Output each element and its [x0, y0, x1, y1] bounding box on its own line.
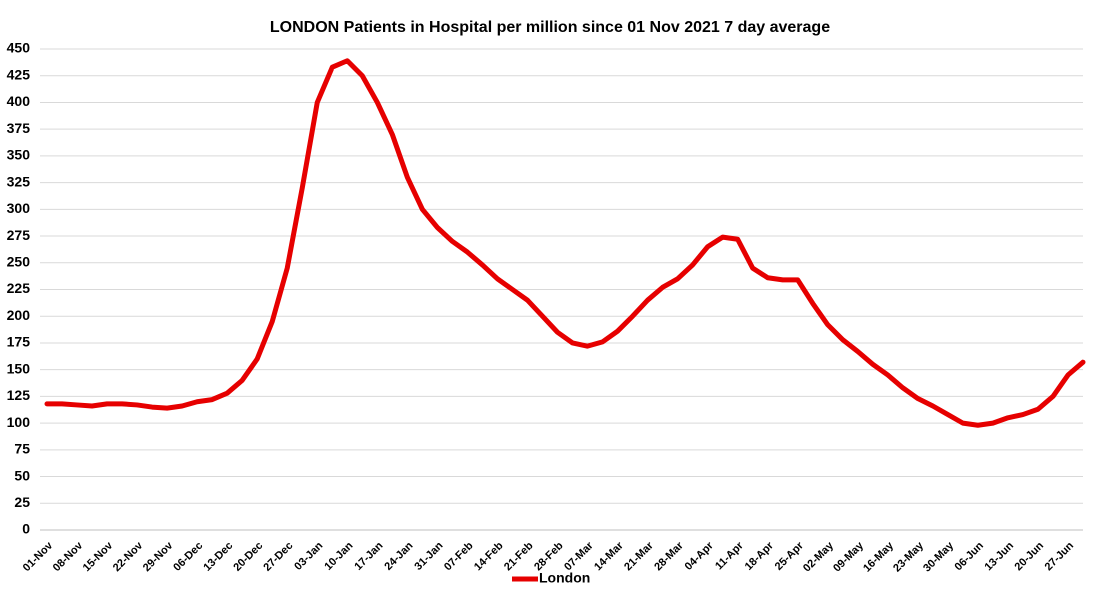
x-tick-label: 16-May	[861, 539, 896, 574]
y-tick-label: 150	[7, 360, 31, 376]
x-tick-label: 27-Jun	[1043, 540, 1077, 574]
y-tick-label: 0	[22, 521, 30, 537]
x-tick-label: 14-Feb	[472, 540, 506, 574]
x-tick-label: 09-May	[831, 539, 866, 574]
x-tick-label: 22-Nov	[111, 539, 146, 574]
y-tick-label: 75	[14, 441, 30, 457]
x-tick-label: 21-Mar	[622, 539, 656, 573]
x-tick-label: 27-Dec	[261, 540, 295, 574]
y-tick-label: 125	[7, 387, 31, 403]
y-tick-label: 200	[7, 307, 31, 323]
x-tick-label: 29-Nov	[141, 539, 176, 574]
y-tick-label: 400	[7, 93, 31, 109]
x-tick-label: 25-Apr	[773, 539, 807, 573]
y-tick-label: 175	[7, 334, 31, 350]
x-tick-label: 06-Jun	[953, 540, 987, 574]
y-tick-label: 300	[7, 200, 31, 216]
x-tick-label: 07-Mar	[562, 539, 596, 573]
x-tick-label: 07-Feb	[442, 540, 476, 574]
x-tick-label: 20-Jun	[1013, 540, 1047, 574]
y-tick-label: 50	[14, 467, 30, 483]
y-tick-label: 25	[14, 494, 30, 510]
x-tick-label: 18-Apr	[743, 539, 777, 573]
x-tick-label: 08-Nov	[51, 539, 86, 574]
y-tick-label: 100	[7, 414, 31, 430]
y-tick-label: 450	[7, 40, 31, 56]
y-tick-label: 425	[7, 66, 31, 82]
x-tick-label: 14-Mar	[592, 539, 626, 573]
x-tick-label: 28-Mar	[652, 539, 686, 573]
x-tick-label: 13-Jun	[983, 540, 1017, 574]
x-tick-label: 30-May	[921, 539, 956, 574]
y-tick-label: 325	[7, 173, 31, 189]
x-tick-label: 20-Dec	[231, 540, 265, 574]
x-tick-label: 13-Dec	[201, 540, 235, 574]
y-tick-label: 350	[7, 147, 31, 163]
chart-title: LONDON Patients in Hospital per million …	[270, 19, 830, 36]
x-tick-label: 02-May	[801, 539, 836, 574]
x-tick-label: 31-Jan	[412, 539, 445, 572]
x-tick-label: 21-Feb	[502, 540, 536, 574]
legend-label: London	[539, 570, 590, 586]
x-tick-label: 24-Jan	[382, 539, 415, 572]
y-tick-label: 375	[7, 120, 31, 136]
y-tick-label: 275	[7, 227, 31, 243]
x-tick-label: 28-Feb	[532, 540, 566, 574]
x-tick-label: 06-Dec	[171, 540, 205, 574]
x-tick-label: 15-Nov	[81, 539, 116, 574]
x-tick-label: 04-Apr	[683, 539, 717, 573]
x-tick-label: 01-Nov	[21, 539, 56, 574]
y-tick-label: 225	[7, 280, 31, 296]
x-tick-label: 11-Apr	[713, 539, 746, 572]
data-line	[44, 58, 1086, 428]
x-tick-label: 10-Jan	[322, 539, 355, 572]
x-tick-label: 17-Jan	[352, 539, 385, 572]
x-tick-label: 23-May	[891, 539, 926, 574]
y-tick-label: 250	[7, 253, 31, 269]
x-tick-label: 03-Jan	[292, 539, 325, 572]
